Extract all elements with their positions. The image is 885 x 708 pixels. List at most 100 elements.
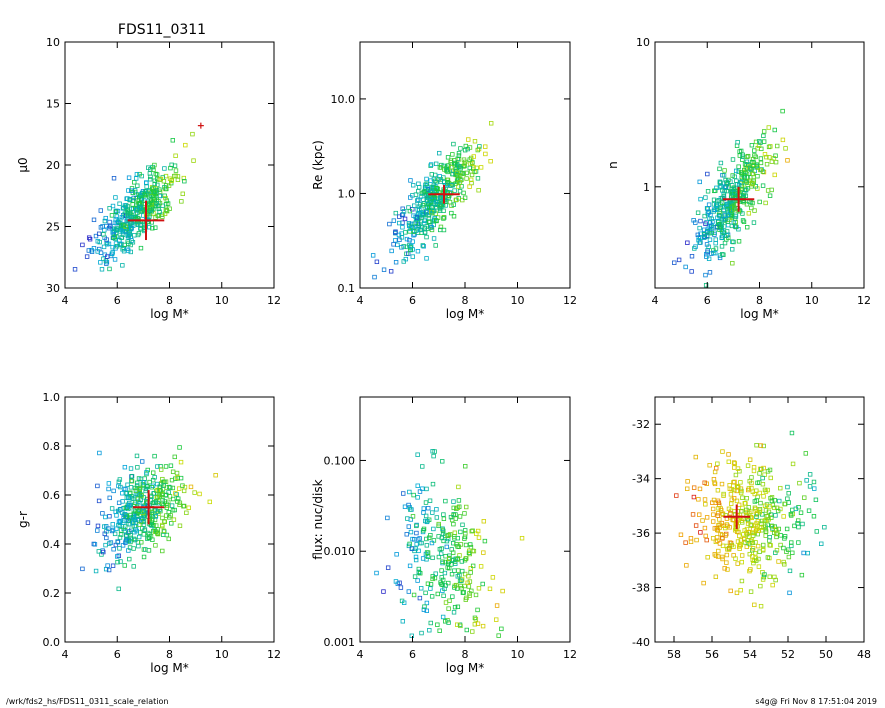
data-point <box>781 514 786 519</box>
data-point <box>470 563 476 569</box>
data-point <box>443 498 448 504</box>
data-point <box>424 536 429 542</box>
data-point <box>400 619 406 624</box>
x-tick-label: 4 <box>62 648 69 661</box>
data-point <box>786 500 791 505</box>
data-point <box>704 252 709 257</box>
data-point <box>381 267 387 272</box>
data-point <box>177 523 183 528</box>
data-point <box>409 633 414 639</box>
data-point <box>166 536 171 542</box>
data-point <box>416 189 421 194</box>
data-point <box>685 486 690 491</box>
data-point <box>462 528 468 533</box>
data-point <box>727 525 732 530</box>
scatter-points <box>374 449 525 639</box>
data-point <box>459 559 465 564</box>
data-point <box>117 546 122 551</box>
data-point <box>475 621 481 626</box>
data-point <box>107 219 112 225</box>
data-point <box>136 231 142 236</box>
data-point <box>742 167 747 173</box>
data-point <box>718 531 723 537</box>
data-point <box>416 566 422 572</box>
data-point <box>84 254 90 259</box>
data-point <box>458 146 463 151</box>
data-point <box>736 169 741 175</box>
data-point <box>406 221 412 226</box>
data-point <box>422 230 428 236</box>
data-point <box>182 178 187 184</box>
data-point <box>389 248 394 254</box>
x-tick-label: 6 <box>409 294 416 307</box>
data-point <box>712 230 717 235</box>
data-point <box>175 174 181 179</box>
panel-2: 4 6 8 10 12 0.1 1.0 10.0 log M* Re (kpc) <box>311 41 577 321</box>
data-point <box>116 586 121 592</box>
data-point <box>417 202 423 207</box>
data-point <box>798 510 804 515</box>
data-point <box>134 453 140 459</box>
data-point <box>101 244 107 250</box>
data-point <box>778 485 783 491</box>
data-point <box>136 508 142 513</box>
data-point <box>734 484 740 489</box>
data-point <box>131 496 136 502</box>
data-point <box>749 475 754 480</box>
data-point <box>762 503 768 509</box>
data-point <box>706 244 711 249</box>
data-point <box>776 559 781 564</box>
data-point <box>693 454 698 460</box>
data-point <box>429 172 434 177</box>
data-point <box>728 588 733 594</box>
data-point <box>750 540 755 546</box>
data-point <box>784 549 789 554</box>
data-point <box>160 498 165 503</box>
data-point <box>154 194 159 199</box>
data-point <box>777 498 782 504</box>
data-point <box>738 480 743 485</box>
data-point <box>715 513 720 518</box>
data-point <box>748 509 754 514</box>
data-point <box>399 245 404 250</box>
data-point <box>110 203 116 209</box>
data-point <box>447 598 452 603</box>
data-point <box>374 259 380 265</box>
x-tick-label: 12 <box>563 648 577 661</box>
data-point <box>160 523 165 529</box>
data-point <box>451 141 456 147</box>
data-point <box>762 572 767 577</box>
data-point <box>456 184 461 189</box>
data-point <box>414 523 419 529</box>
data-point <box>698 530 703 535</box>
panel-4: 4 6 8 10 12 0.0 0.2 0.4 0.6 0.8 1.0 log M* g-r <box>16 391 281 675</box>
data-point <box>462 571 468 577</box>
data-point <box>790 550 795 556</box>
data-point <box>478 165 484 170</box>
data-point <box>741 191 747 196</box>
data-point <box>411 183 416 188</box>
data-point <box>450 152 455 157</box>
data-point <box>433 571 438 576</box>
data-point <box>125 208 131 214</box>
data-point <box>759 521 764 526</box>
data-point <box>726 546 731 551</box>
data-point <box>453 181 458 186</box>
data-point <box>746 487 751 493</box>
x-tick-label: 8 <box>462 648 469 661</box>
data-point <box>425 198 430 204</box>
data-point <box>762 518 767 524</box>
data-point <box>142 476 147 481</box>
data-point <box>456 150 462 156</box>
data-point <box>807 484 813 489</box>
data-point <box>483 151 488 157</box>
data-point <box>464 170 469 176</box>
data-point <box>467 184 472 189</box>
data-point <box>738 587 743 593</box>
data-point <box>423 513 429 519</box>
data-point <box>693 523 699 528</box>
data-point <box>463 143 469 149</box>
data-point <box>763 489 769 494</box>
data-point <box>805 550 810 556</box>
data-point <box>153 500 159 505</box>
